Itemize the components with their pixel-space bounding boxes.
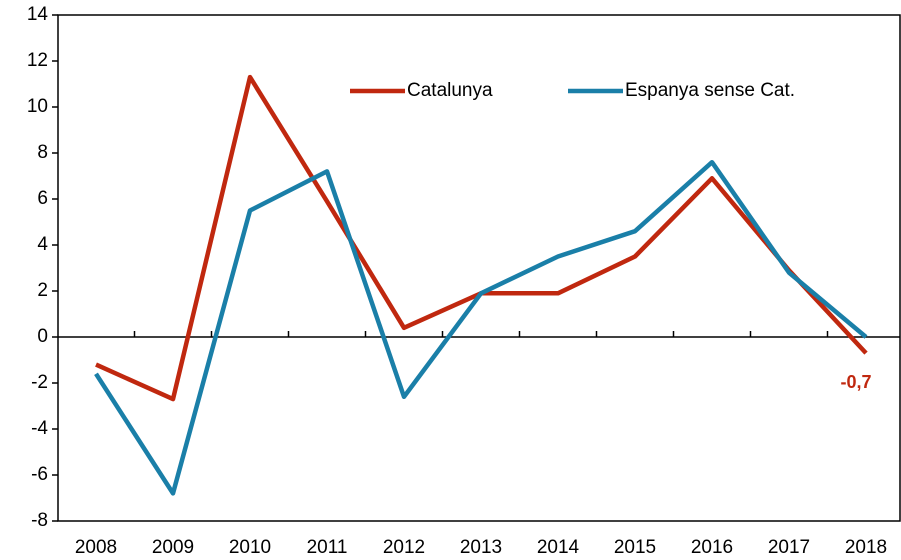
y-tick-label: 4 xyxy=(37,234,48,255)
x-tick-label: 2011 xyxy=(307,537,348,558)
plot-frame xyxy=(57,14,901,522)
series-line xyxy=(94,159,868,496)
y-tick-label: -4 xyxy=(31,418,48,439)
x-tick-label: 2017 xyxy=(768,537,810,558)
x-tick-label: 2016 xyxy=(691,537,733,558)
x-tick-label: 2012 xyxy=(383,537,425,558)
y-tick-label: 6 xyxy=(37,188,48,209)
x-tick-label: 2018 xyxy=(845,537,887,558)
x-tick-label: 2010 xyxy=(229,537,271,558)
x-tick-label: 2013 xyxy=(460,537,502,558)
x-tick-label: 2009 xyxy=(152,537,194,558)
y-tick-label: 14 xyxy=(27,4,49,25)
y-tick-label: -8 xyxy=(31,510,48,531)
y-tick-label: 2 xyxy=(37,280,48,301)
y-tick-label: 10 xyxy=(27,96,48,117)
y-tick-label: 12 xyxy=(27,50,48,71)
legend-label: Espanya sense Cat. xyxy=(625,80,795,101)
y-tick-label: 0 xyxy=(37,326,48,347)
y-tick-label: -2 xyxy=(31,372,48,393)
legend-label: Catalunya xyxy=(407,80,493,101)
y-tick-label: -6 xyxy=(31,464,48,485)
x-tick-label: 2014 xyxy=(537,537,580,558)
x-tick-label: 2008 xyxy=(75,537,117,558)
y-tick-label: 8 xyxy=(37,142,48,163)
value-label: -0,7 xyxy=(840,372,871,392)
x-tick-label: 2015 xyxy=(614,537,656,558)
